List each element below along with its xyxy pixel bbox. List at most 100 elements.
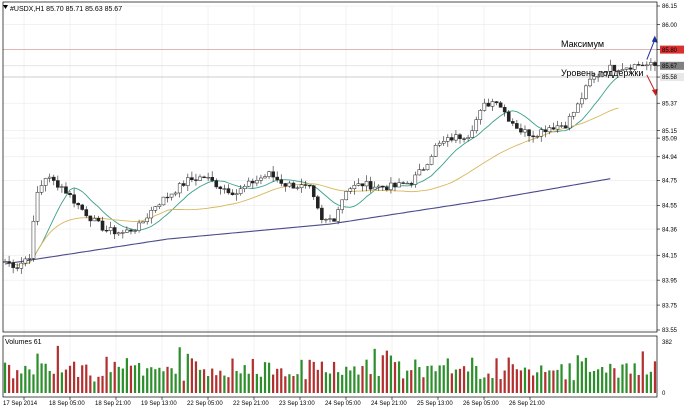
candle <box>194 173 198 186</box>
candle <box>202 175 206 179</box>
price-axis-label: 86.15 <box>662 4 678 10</box>
candle <box>56 175 60 191</box>
candle <box>157 203 162 210</box>
candle <box>19 257 24 274</box>
candle <box>413 171 418 188</box>
price-axis-label: 85.15 <box>662 129 678 135</box>
candle <box>295 185 300 191</box>
candle <box>624 67 629 71</box>
candle <box>303 180 308 189</box>
price-axis-label: 85.37 <box>662 101 678 107</box>
candle <box>186 173 190 192</box>
price-axis-label: 84.36 <box>662 227 678 233</box>
symbol-dropdown-icon[interactable] <box>3 5 8 9</box>
candle <box>279 174 284 187</box>
volume-axis-label: 0 <box>662 391 666 397</box>
candle <box>645 61 649 71</box>
price-axis-label: 84.55 <box>662 204 678 210</box>
candle <box>429 154 434 166</box>
candle <box>190 171 194 183</box>
candle <box>104 225 109 233</box>
candle <box>543 125 548 138</box>
price-axis-label: 85.58 <box>662 75 678 81</box>
axes: 86.15 86.00 85.80 85.67 85.58 85.37 85.1585.09… <box>2 1 684 407</box>
candle <box>271 165 275 182</box>
candles <box>3 58 657 274</box>
candle <box>88 215 93 227</box>
candle <box>246 177 251 187</box>
volume-header: Volumes 61 <box>5 339 42 346</box>
candle <box>51 174 56 186</box>
candle <box>405 181 409 185</box>
time-axis-label: 22 Sep 05:00 <box>187 401 223 407</box>
candle <box>385 184 389 192</box>
candle <box>393 182 397 192</box>
candle <box>584 84 588 101</box>
candle <box>527 129 531 142</box>
candle <box>96 215 101 223</box>
candle <box>80 203 85 211</box>
candle <box>291 181 296 189</box>
candle <box>421 167 426 171</box>
candle <box>486 98 491 107</box>
candle <box>588 73 592 88</box>
candle <box>121 229 125 239</box>
candle <box>198 174 202 182</box>
candle <box>575 102 580 113</box>
time-axis-label: 17 Sep 2014 <box>3 401 38 407</box>
candle <box>299 178 304 193</box>
candle <box>206 172 210 182</box>
candle <box>450 133 454 143</box>
candle <box>551 122 556 131</box>
price-axis-label: 84.94 <box>662 155 678 161</box>
candle <box>145 213 149 225</box>
moving-averages <box>4 76 619 266</box>
price-axis-label: 83.75 <box>662 303 678 309</box>
price-label-highlight <box>660 45 684 54</box>
candle <box>563 121 568 129</box>
candle <box>348 186 353 195</box>
candle <box>441 136 446 147</box>
time-axis-label: 18 Sep 21:00 <box>95 401 131 407</box>
candle <box>84 206 89 218</box>
candle <box>129 228 133 235</box>
time-axis-label: 26 Sep 05:00 <box>463 401 499 407</box>
candle <box>425 163 430 171</box>
candle <box>515 119 519 129</box>
candle <box>7 255 11 267</box>
price-axis-label: 85.67 <box>662 64 678 70</box>
candle <box>35 186 40 226</box>
candle <box>494 101 499 106</box>
price-axis-label: 85.80 <box>662 48 678 54</box>
candle <box>636 61 641 66</box>
candle <box>498 101 503 108</box>
candle <box>478 108 483 125</box>
candle <box>222 184 227 194</box>
candle <box>173 191 178 197</box>
candle <box>612 64 617 72</box>
candle <box>608 59 613 76</box>
maximum-annotation: Максимум <box>561 39 604 49</box>
moving-average-medium <box>4 107 619 266</box>
candle <box>368 176 373 193</box>
candle <box>23 256 28 267</box>
candle <box>470 125 474 139</box>
time-axis-label: 19 Sep 13:00 <box>141 401 177 407</box>
candle <box>547 125 552 135</box>
candle <box>316 194 320 210</box>
time-axis-label: 24 Sep 21:00 <box>371 401 407 407</box>
candle <box>567 113 572 131</box>
candle <box>454 130 458 144</box>
candle <box>352 181 357 195</box>
candle <box>181 180 186 187</box>
candle <box>511 118 515 127</box>
time-axis-label: 23 Sep 13:00 <box>279 401 315 407</box>
candle <box>133 229 137 234</box>
volume-panel-frame <box>2 335 658 398</box>
candle <box>47 173 52 183</box>
candle <box>600 71 604 78</box>
candle <box>72 188 76 208</box>
candle <box>397 178 401 188</box>
